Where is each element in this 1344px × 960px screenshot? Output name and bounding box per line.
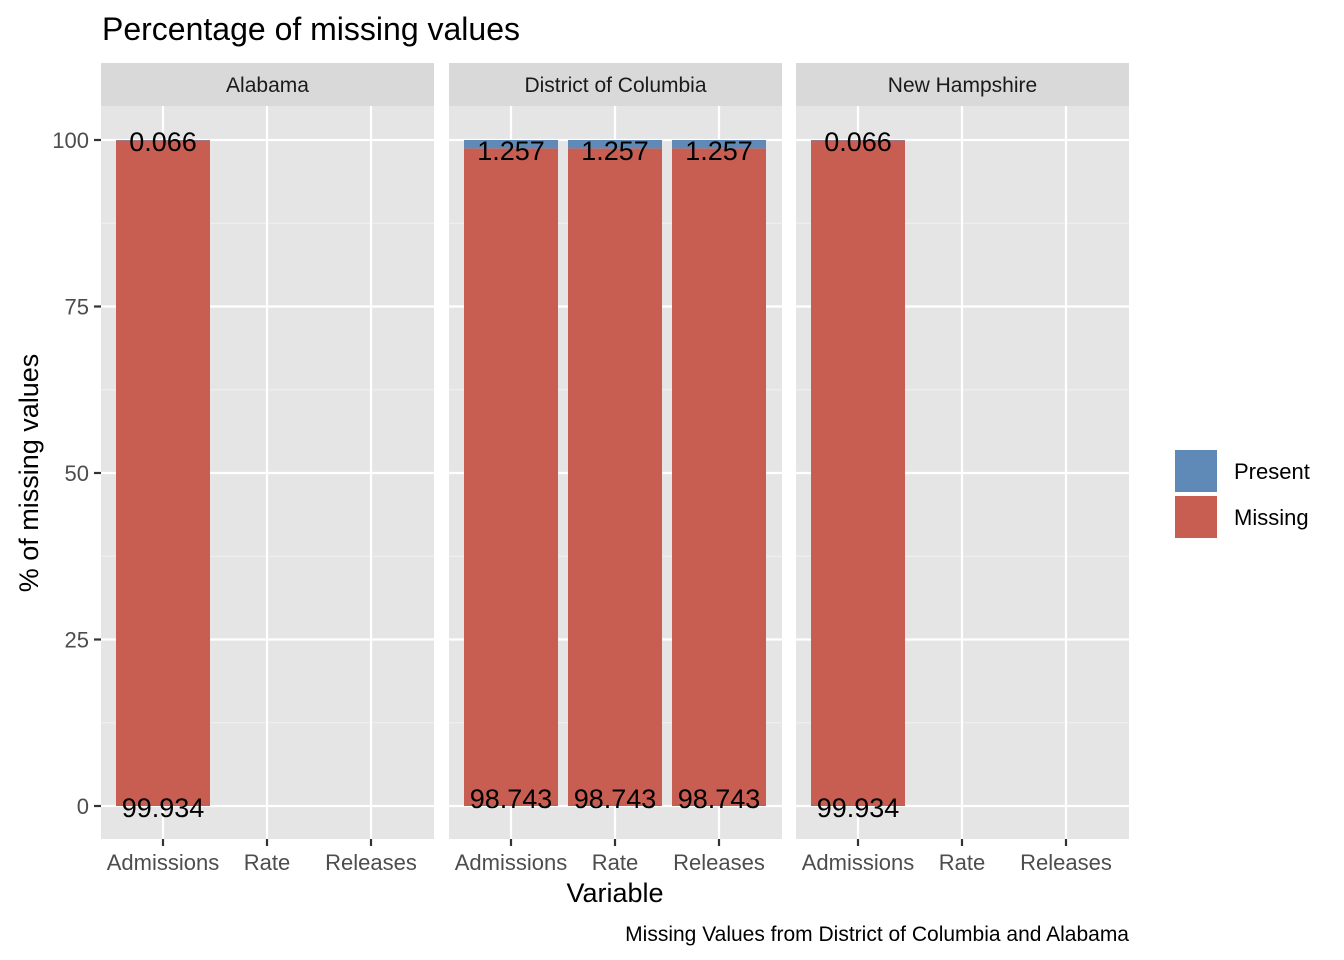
data-label-missing: 98.743 [470,784,553,814]
data-label-present: 1.257 [581,136,649,166]
bar-present [568,140,662,149]
legend-label-missing: Missing [1234,505,1309,530]
bar-missing [464,148,558,807]
x-tick-label: Admissions [107,850,219,875]
facet-strip [101,63,434,106]
y-tick-label: 0 [77,794,89,819]
x-tick-label: Admissions [455,850,567,875]
data-label-missing: 99.934 [122,793,205,823]
bar-present [672,140,766,149]
facet-panels: Alabama 0.066 99.934 Admissions Rate Releases… [101,63,1129,875]
facet-strip [449,63,782,106]
y-tick-label: 75 [65,295,89,320]
data-label-present: 1.257 [477,136,545,166]
y-tick-label: 100 [52,128,89,153]
x-tick-label: Rate [592,850,638,875]
facet-alabama: Alabama 0.066 99.934 Admissions Rate Releases [101,63,434,875]
legend-key-present [1173,448,1219,494]
facet-strip-label: New Hampshire [888,74,1037,97]
y-tick-label: 50 [65,461,89,486]
bar-missing [811,140,905,806]
bar-present [464,140,558,149]
x-tick-label: Releases [673,850,765,875]
chart-title: Percentage of missing values [102,11,520,47]
facet-strip-label: District of Columbia [524,74,706,97]
y-axis-title: % of missing values [14,354,44,593]
facet-district-of-columbia: District of Columbia 1.257 98.743 1.257 98.7… [449,63,782,875]
facet-new-hampshire: New Hampshire 0.066 99.934 Admissions Rate Re… [796,63,1129,875]
x-tick-label: Rate [939,850,985,875]
x-tick-label: Admissions [802,850,914,875]
x-axis-title: Variable [566,878,663,908]
y-tick-label: 25 [65,628,89,653]
x-tick-label: Rate [244,850,290,875]
legend-label-present: Present [1234,459,1310,484]
chart-caption: Missing Values from District of Columbia… [625,923,1129,946]
data-label-present: 0.066 [824,127,892,157]
bar-missing [672,148,766,807]
bar-missing [568,148,662,807]
data-label-missing: 99.934 [817,793,900,823]
facet-strip [796,63,1129,106]
y-axis: 0 25 50 75 100 [52,128,101,819]
data-label-missing: 98.743 [678,784,761,814]
data-label-present: 0.066 [129,127,197,157]
legend-key-missing [1173,494,1219,540]
bar-missing [116,140,210,806]
data-label-missing: 98.743 [574,784,657,814]
data-label-present: 1.257 [685,136,753,166]
legend: Present Missing [1173,448,1310,540]
facet-strip-label: Alabama [226,74,309,97]
x-tick-label: Releases [1020,850,1112,875]
x-tick-label: Releases [325,850,417,875]
